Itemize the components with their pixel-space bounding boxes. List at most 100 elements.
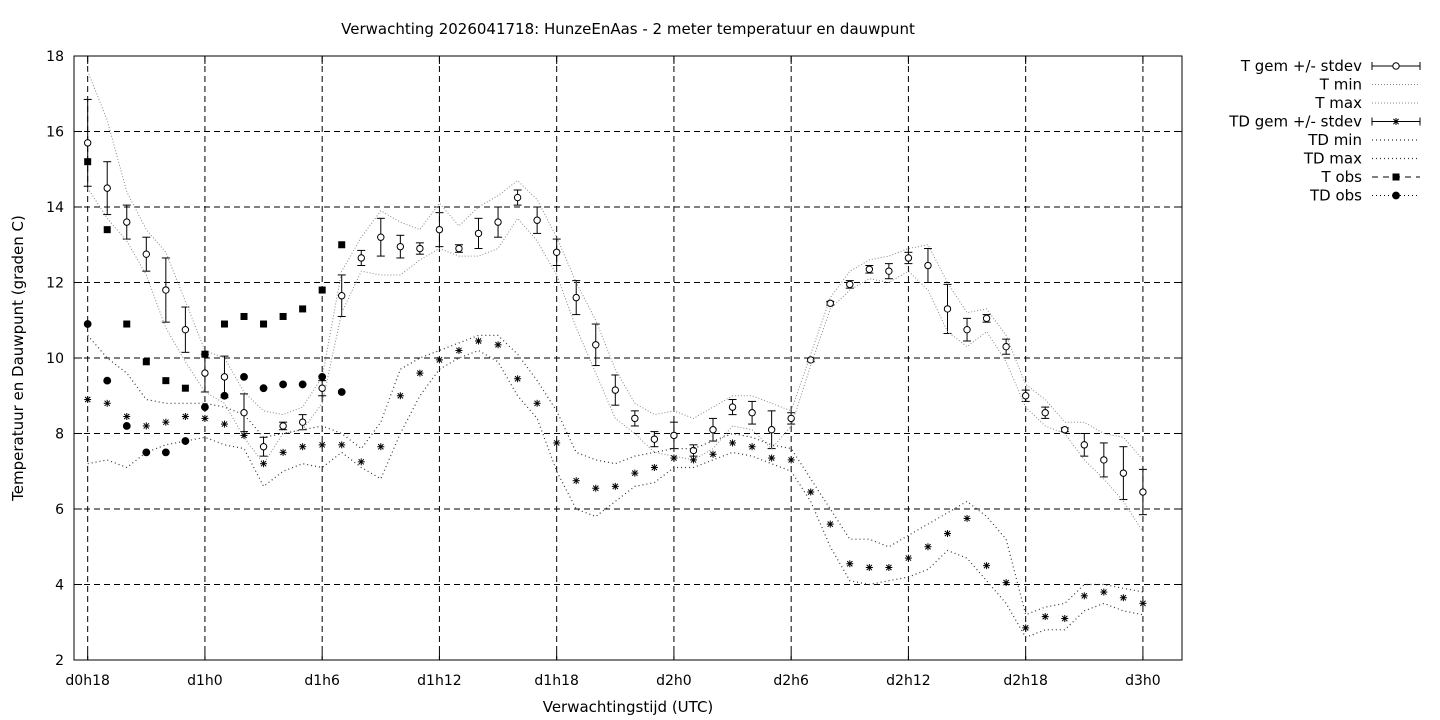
data-point xyxy=(1041,409,1049,417)
data-point xyxy=(416,369,424,377)
data-point xyxy=(259,384,268,393)
data-point xyxy=(1139,488,1147,496)
data-point xyxy=(944,530,952,538)
legend-item: TD gem +/- stdev xyxy=(1228,113,1421,131)
data-point xyxy=(260,460,268,468)
data-point xyxy=(474,229,483,238)
x-tick-label: d1h6 xyxy=(304,673,340,689)
data-point xyxy=(1139,599,1147,607)
legend-item: T gem +/- stdev xyxy=(1240,57,1421,75)
data-point xyxy=(201,369,209,377)
data-point xyxy=(103,376,112,385)
data-point xyxy=(904,254,913,262)
data-point xyxy=(455,346,463,354)
data-point xyxy=(318,441,326,449)
data-point xyxy=(103,399,111,407)
data-point xyxy=(260,320,268,328)
data-point xyxy=(338,292,346,300)
legend-marker xyxy=(1392,173,1400,181)
data-point xyxy=(748,443,756,451)
data-point xyxy=(162,286,170,294)
data-point xyxy=(377,233,385,241)
legend-label: T gem +/- stdev xyxy=(1240,57,1362,75)
data-point xyxy=(846,560,854,568)
data-point xyxy=(416,244,424,253)
data-point xyxy=(396,392,404,400)
series-t-gem-stdev xyxy=(83,98,1147,516)
data-point xyxy=(240,431,248,439)
legend-marker xyxy=(1392,62,1400,70)
x-tick-label: d2h18 xyxy=(1003,673,1047,689)
y-tick-label: 6 xyxy=(55,502,64,518)
data-point xyxy=(1119,594,1127,602)
data-point xyxy=(299,305,307,313)
x-axis-label: Verwachtingstijd (UTC) xyxy=(543,698,714,716)
data-point xyxy=(1002,579,1010,587)
data-point xyxy=(924,543,932,551)
data-point xyxy=(670,454,678,462)
legend-label: TD max xyxy=(1303,150,1362,168)
x-tick-label: d0h18 xyxy=(65,673,109,689)
data-point xyxy=(592,341,600,349)
data-point xyxy=(377,443,385,451)
data-point xyxy=(201,350,209,358)
data-point xyxy=(846,280,854,289)
data-point xyxy=(279,448,287,456)
data-point xyxy=(396,242,405,251)
data-point xyxy=(963,514,971,522)
data-point xyxy=(337,388,346,396)
x-tick-label: d2h0 xyxy=(656,673,692,689)
data-point xyxy=(533,399,541,407)
data-point xyxy=(142,448,151,457)
data-point xyxy=(103,184,111,192)
y-tick-label: 12 xyxy=(46,276,64,292)
data-point xyxy=(220,320,228,328)
y-tick-label: 14 xyxy=(46,200,64,216)
y-tick-label: 8 xyxy=(55,427,64,443)
data-point xyxy=(982,314,991,323)
legend-item: TD max xyxy=(1303,150,1420,168)
data-point xyxy=(865,265,874,273)
data-point xyxy=(455,244,463,253)
data-point xyxy=(181,437,190,445)
data-point xyxy=(259,443,268,451)
data-point xyxy=(494,218,502,226)
data-point xyxy=(357,254,365,262)
data-point xyxy=(338,441,346,449)
x-tick-label: d1h0 xyxy=(187,673,223,689)
data-point xyxy=(631,469,639,477)
data-point xyxy=(826,299,834,307)
data-point xyxy=(220,420,228,428)
legend-label: T max xyxy=(1314,94,1362,112)
data-point xyxy=(533,216,541,224)
data-point xyxy=(142,422,150,430)
data-point xyxy=(240,372,248,381)
y-tick-label: 18 xyxy=(46,49,64,65)
data-point xyxy=(513,193,522,202)
data-point xyxy=(670,431,678,440)
legend-item: T min xyxy=(1319,76,1420,94)
y-tick-label: 2 xyxy=(55,653,64,669)
plot-series xyxy=(83,70,1147,639)
series-td-gem-stdev xyxy=(84,337,1147,632)
data-point xyxy=(181,325,190,334)
data-point xyxy=(709,426,717,434)
x-tick-label: d1h12 xyxy=(417,673,461,689)
data-point xyxy=(552,248,561,257)
legend-marker xyxy=(1392,118,1400,125)
data-point xyxy=(142,250,151,258)
data-point xyxy=(1061,426,1069,434)
data-point xyxy=(84,158,92,166)
data-point xyxy=(298,418,307,426)
data-point xyxy=(318,286,326,294)
y-tick-label: 4 xyxy=(55,578,64,594)
data-point xyxy=(279,380,287,389)
data-point xyxy=(748,409,756,417)
data-point xyxy=(1080,441,1088,449)
data-point xyxy=(201,414,209,422)
data-point xyxy=(494,341,502,349)
data-point xyxy=(161,448,170,457)
legend-item: T obs xyxy=(1321,168,1420,186)
